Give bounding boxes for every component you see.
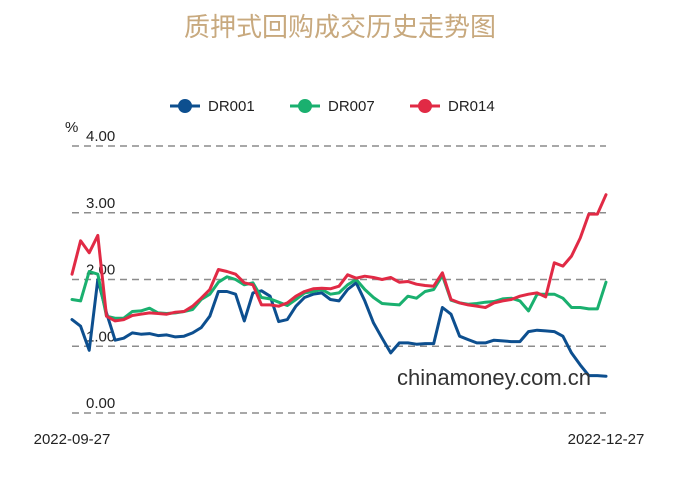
series-lines — [70, 193, 608, 378]
legend-swatch-marker — [418, 99, 432, 113]
y-tick-label: 3.00 — [86, 195, 115, 212]
y-tick-label: 0.00 — [86, 395, 115, 412]
series-line-dr014 — [70, 193, 608, 323]
x-tick-end: 2022-12-27 — [568, 431, 645, 448]
legend-swatch-marker — [178, 99, 192, 113]
y-tick-label: 4.00 — [86, 128, 115, 145]
chart-title: 质押式回购成交历史走势图 — [184, 13, 496, 43]
legend-swatch-marker — [298, 99, 312, 113]
legend-item-dr007[interactable]: DR007 — [290, 98, 375, 115]
x-tick-start: 2022-09-27 — [34, 431, 111, 448]
y-axis-unit-label: % — [65, 119, 78, 136]
legend: DR001 DR007 DR014 — [170, 98, 495, 115]
y-tick-label: 1.00 — [86, 328, 115, 345]
legend-label: DR001 — [208, 98, 255, 115]
series-line-dr001 — [70, 278, 608, 378]
legend-label: DR014 — [448, 98, 495, 115]
gridlines — [72, 145, 606, 414]
legend-label: DR007 — [328, 98, 375, 115]
legend-item-dr014[interactable]: DR014 — [410, 98, 495, 115]
legend-item-dr001[interactable]: DR001 — [170, 98, 255, 115]
watermark: chinamoney.com.cn — [397, 365, 591, 390]
